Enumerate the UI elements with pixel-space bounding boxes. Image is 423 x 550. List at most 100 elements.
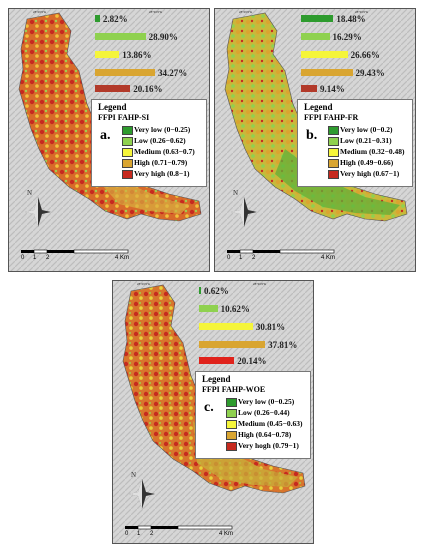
bar-fill [301, 51, 348, 58]
percentage-bar-a-3: 34.27% [95, 68, 205, 78]
scale-bar-a: 0 1 2 4 Km [21, 249, 131, 263]
scale-bar-b: 0 1 2 4 Km [227, 249, 337, 263]
percentage-bar-b-0: 18.48% [301, 14, 411, 24]
percentage-bar-c-2: 30.81% [199, 322, 309, 332]
legend-swatch [226, 398, 237, 407]
coord-label: 28°26'0"E [239, 10, 253, 14]
scale-tick: 2 [46, 255, 50, 261]
north-arrow-icon [25, 197, 51, 227]
coord-label: 28°26'0"E [137, 282, 151, 286]
bar-label: 20.14% [237, 356, 267, 366]
bar-label: 37.81% [268, 340, 298, 350]
legend-subtitle: FFPI FAHP-FR [304, 113, 359, 122]
bar-label: 29.43% [355, 68, 385, 78]
legend-label: Medium (0.45−0.63) [238, 419, 303, 428]
bar-label: 34.27% [157, 68, 188, 78]
bar-fill [301, 33, 330, 40]
bar-fill [301, 85, 317, 92]
legend-swatch [226, 442, 237, 451]
percentage-bar-c-1: 10.62% [199, 304, 309, 314]
percentage-bar-a-1: 28.90% [95, 32, 205, 42]
scale-tick: 4 Km [321, 255, 336, 261]
bar-label: 30.81% [255, 322, 286, 332]
legend-a: Legend FFPI FAHP-SI Very low (0−0.25) Lo… [91, 99, 207, 187]
panel-letter: a. [100, 128, 111, 143]
scale-tick: 1 [137, 531, 141, 537]
percentage-bar-c-4: 20.14% [199, 356, 309, 366]
percentage-bar-c-3: 37.81% [199, 340, 309, 350]
map-panel-b: 28°26'0"E 28°30'0"E 18.48% 16.29% 26.66%… [214, 8, 416, 272]
bar-label: 9.14% [319, 84, 345, 94]
bar-fill [199, 287, 201, 294]
legend-subtitle: FFPI FAHP-WOE [202, 385, 266, 394]
percentage-bar-a-4: 20.16% [95, 84, 205, 94]
bar-label: 26.66% [350, 50, 380, 60]
bar-label: 2.82% [102, 14, 128, 24]
bar-label: 20.16% [133, 84, 163, 94]
study-area-a [18, 12, 202, 222]
legend-c: Legend FFPI FAHP-WOE Very low (0−0.25) L… [195, 371, 311, 459]
bar-fill [95, 51, 120, 58]
legend-swatch [122, 126, 133, 135]
north-arrow-icon [231, 197, 257, 227]
percentage-bar-b-1: 16.29% [301, 32, 411, 42]
legend-swatch [328, 170, 339, 179]
scale-tick: 2 [252, 255, 256, 261]
legend-swatch [328, 137, 339, 146]
bar-label: 16.29% [332, 32, 362, 42]
scale-tick: 1 [239, 255, 243, 261]
legend-label: Very high (0.8−1) [134, 169, 190, 178]
scale-tick: 1 [33, 255, 37, 261]
legend-label: High (0.49−0.66) [340, 158, 394, 167]
scale-tick: 0 [125, 531, 129, 537]
coord-label: 28°30'0"E [253, 282, 267, 286]
map-panel-a: 28°26'0"E 28°30'0"E 2.82% 28.90% 13.86% … [8, 8, 210, 272]
bar-fill [95, 69, 155, 76]
coord-label: 28°26'0"E [33, 10, 47, 14]
map-panel-c: 28°26'0"E 28°30'0"E 0.62% 10.62% 30.81% … [112, 280, 314, 544]
bar-fill [95, 15, 100, 22]
north-arrow-icon [129, 479, 155, 509]
bar-fill [199, 341, 266, 348]
legend-label: Very hogh (0.79−1) [238, 441, 299, 450]
legend-label: Very low (0−0.2) [340, 125, 393, 134]
legend-label: Very high (0.67−1) [340, 169, 400, 178]
study-area-c [122, 284, 306, 494]
legend-label: Low (0.26−0.44) [238, 408, 290, 417]
legend-swatch [328, 126, 339, 135]
legend-swatch [122, 137, 133, 146]
legend-subtitle: FFPI FAHP-SI [98, 113, 150, 122]
legend-swatch [122, 159, 133, 168]
scale-bar-c: 0 1 2 4 Km [125, 525, 235, 539]
legend-b: Legend FFPI FAHP-FR Very low (0−0.2) Low… [297, 99, 413, 187]
legend-label: Medium (0.32−0.48) [340, 147, 405, 156]
legend-label: Very low (0−0.25) [238, 397, 295, 406]
legend-label: High (0.71−0.79) [134, 158, 188, 167]
legend-label: Very low (0−0.25) [134, 125, 191, 134]
bar-fill [199, 305, 218, 312]
bar-label: 0.62% [204, 286, 229, 296]
legend-label: High (0.64−0.78) [238, 430, 292, 439]
scale-tick: 0 [227, 255, 231, 261]
bar-label: 28.90% [148, 32, 178, 42]
percentage-bar-b-4: 9.14% [301, 84, 411, 94]
legend-swatch [226, 409, 237, 418]
legend-title: Legend [98, 102, 127, 112]
scale-tick: 2 [150, 531, 154, 537]
bar-label: 18.48% [336, 14, 366, 24]
percentage-bar-b-3: 29.43% [301, 68, 411, 78]
bar-fill [301, 69, 353, 76]
bar-fill [95, 85, 131, 92]
legend-swatch [226, 420, 237, 429]
north-label: N [233, 189, 239, 197]
north-label: N [131, 471, 137, 479]
bar-fill [301, 15, 334, 22]
legend-title: Legend [202, 374, 231, 384]
percentage-bar-c-0: 0.62% [199, 286, 309, 296]
bar-fill [95, 33, 146, 40]
bar-fill [199, 357, 235, 364]
legend-swatch [122, 148, 133, 157]
bar-fill [199, 323, 253, 330]
coord-label: 28°30'0"E [149, 10, 163, 14]
legend-swatch [226, 431, 237, 440]
